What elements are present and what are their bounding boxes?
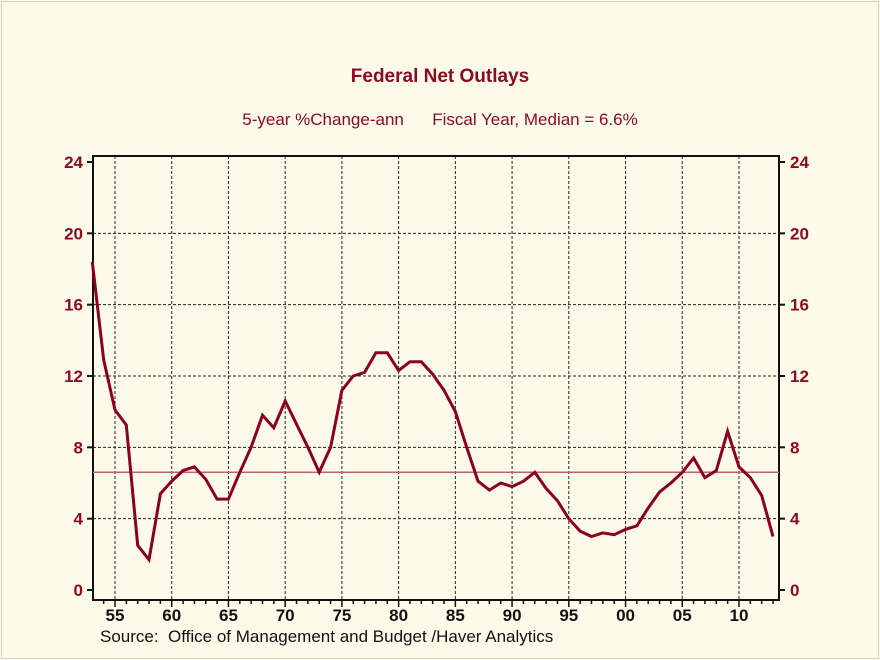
y-tick-label-left: 20 xyxy=(64,224,83,243)
source-note: Source: Office of Management and Budget … xyxy=(100,627,554,646)
x-tick-label: 10 xyxy=(730,606,749,625)
subtitle-right: Fiscal Year, Median = 6.6% xyxy=(432,110,638,129)
x-tick-label: 55 xyxy=(106,606,125,625)
plot-area-border xyxy=(92,155,780,601)
y-tick-label-left: 4 xyxy=(74,510,84,529)
subtitle-left: 5-year %Change-ann xyxy=(242,110,404,129)
x-tick-label: 80 xyxy=(389,606,408,625)
chart-title: Federal Net Outlays xyxy=(350,66,530,87)
x-tick-label: 05 xyxy=(673,606,692,625)
y-tick-label-left: 24 xyxy=(64,153,83,172)
y-tick-label-left: 16 xyxy=(64,296,83,315)
y-tick-label-right: 16 xyxy=(790,296,809,315)
x-tick-label: 75 xyxy=(332,606,351,625)
y-tick-label-right: 4 xyxy=(790,510,800,529)
x-tick-label: 85 xyxy=(446,606,465,625)
x-tick-label: 60 xyxy=(162,606,181,625)
y-tick-label-right: 8 xyxy=(790,438,799,457)
series-line xyxy=(90,261,775,564)
y-tick-label-left: 8 xyxy=(74,438,83,457)
chart-subtitle: 5-year %Change-ann Fiscal Year, Median =… xyxy=(0,110,880,130)
y-tick-label-right: 0 xyxy=(790,581,799,600)
y-tick-label-right: 24 xyxy=(790,153,809,172)
x-tick-label: 70 xyxy=(276,606,295,625)
y-tick-label-left: 12 xyxy=(64,367,83,386)
x-tick-label: 00 xyxy=(616,606,635,625)
y-tick-label-right: 20 xyxy=(790,224,809,243)
y-tick-label-right: 12 xyxy=(790,367,809,386)
x-tick-label: 65 xyxy=(219,606,238,625)
x-tick-label: 90 xyxy=(503,606,522,625)
y-tick-label-left: 0 xyxy=(74,581,83,600)
x-tick-label: 95 xyxy=(559,606,578,625)
